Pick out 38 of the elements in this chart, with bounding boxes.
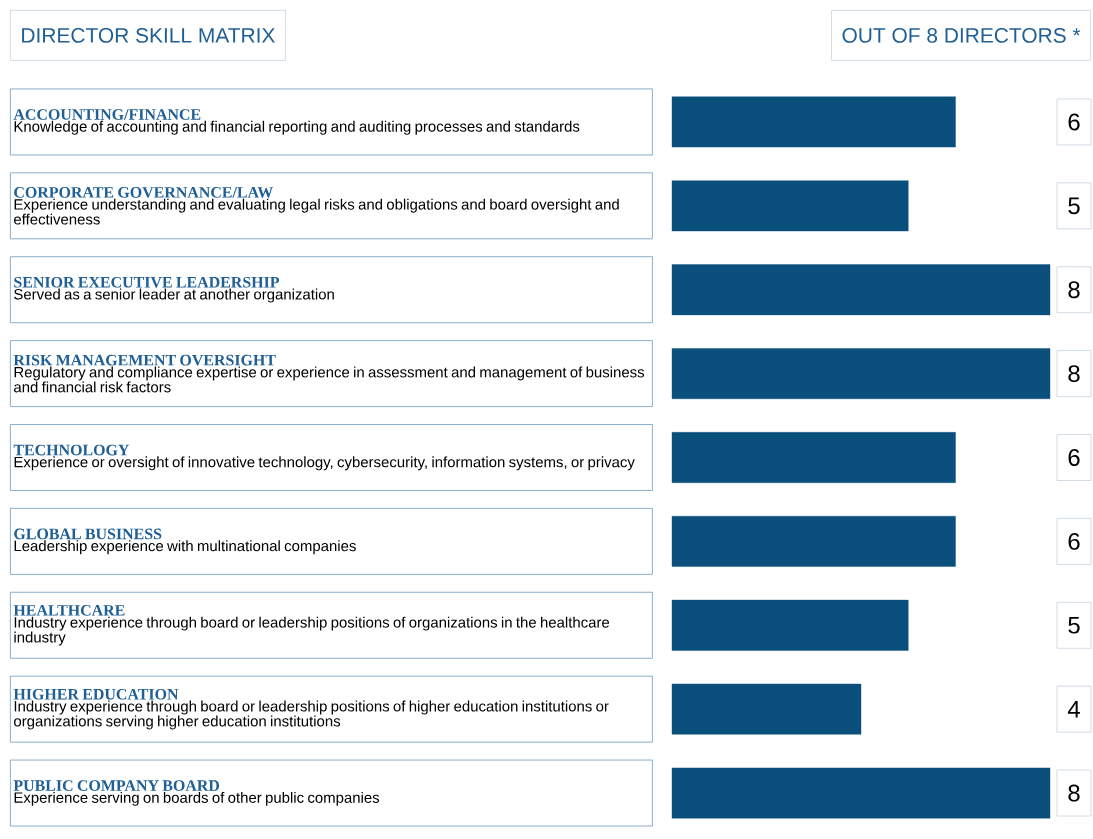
y-tick-label: PUBLIC COMPANY BOARD: [13, 780, 220, 791]
y-tick-label: ACCOUNTING/FINANCE: [13, 109, 201, 120]
text: Knowledge of accounting and financial reporting and auditing processes and standards: [14, 120, 580, 135]
data-label: 8: [1068, 365, 1080, 383]
data-label: 6: [1068, 113, 1080, 131]
y-tick-label: RISK MANAGEMENT OVERSIGHT: [13, 354, 276, 366]
data-label: 4: [1067, 700, 1080, 718]
bar: [671, 767, 1051, 819]
y-tick-label: GLOBAL BUSINESS: [14, 528, 162, 540]
y-tick-label: TECHNOLOGY: [13, 444, 130, 456]
bar: [671, 96, 956, 148]
bar: [671, 683, 862, 735]
data-label: 5: [1068, 197, 1080, 215]
y-tick-label: SENIOR EXECUTIVE LEADERSHIP: [14, 276, 280, 288]
text: Served as a senior leader at another organization: [14, 288, 334, 303]
data-label: 8: [1068, 784, 1080, 802]
text: Regulatory and compliance expertise or experience in assessment and management of business and financial risk factors: [14, 366, 645, 393]
chart-subtitle: OUT OF 8 DIRECTORS *: [842, 27, 1081, 43]
text: Experience understanding and evaluating legal risks and obligations and board oversight and effectiveness: [14, 198, 619, 225]
y-tick-label: HIGHER EDUCATION: [13, 688, 179, 700]
text: Experience or oversight of innovative technology, cybersecurity, information systems, or privacy: [14, 456, 635, 471]
text: Leadership experience with multinational companies: [14, 540, 356, 555]
data-label: 6: [1068, 532, 1080, 550]
data-label: 6: [1068, 449, 1080, 466]
bar: [671, 516, 956, 567]
text: Industry experience through board or leadership positions of organizations in the healthcare industry: [14, 616, 610, 646]
y-tick-label: CORPORATE GOVERNANCE/LAW: [14, 187, 273, 198]
data-label: 8: [1068, 281, 1080, 299]
text: Experience serving on boards of other public companies: [14, 791, 380, 806]
bar: [671, 599, 909, 651]
bar: [671, 432, 956, 483]
bar: [671, 180, 909, 232]
text: DIRECTOR SKILL MATRIX: [22, 27, 275, 43]
bar: [671, 348, 1051, 399]
text: Industry experience through board or leadership positions of higher education institutions or organizations serving higher education institutions: [14, 700, 609, 730]
bar: [671, 264, 1051, 316]
y-tick-label: HEALTHCARE: [13, 605, 125, 616]
data-label: 5: [1068, 616, 1080, 634]
